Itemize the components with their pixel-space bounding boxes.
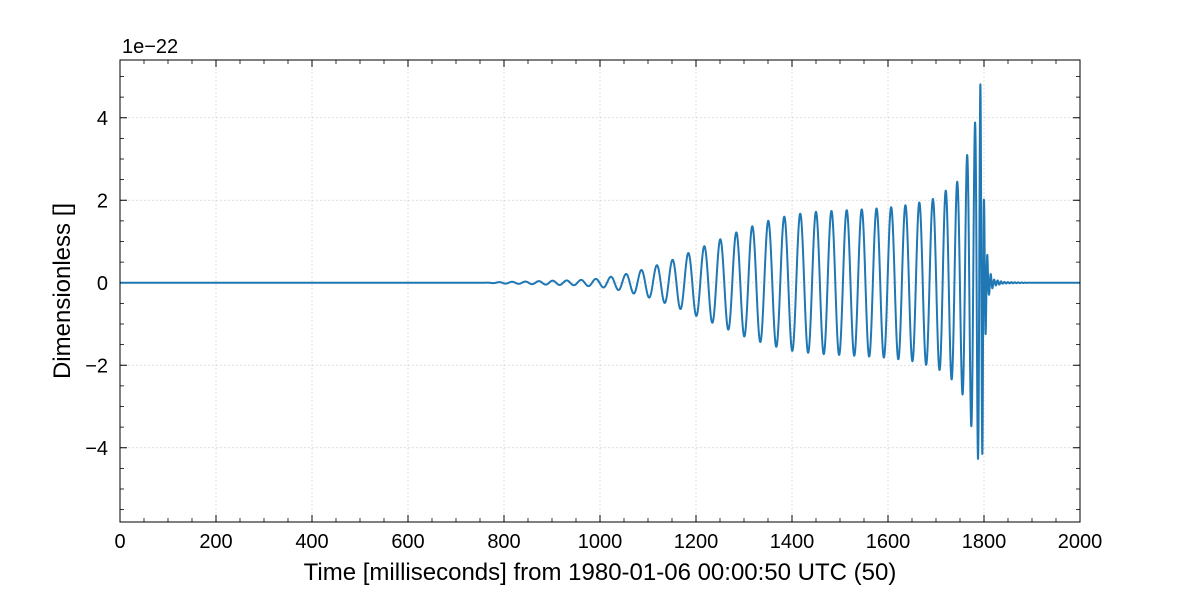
y-tick-label: 0 — [97, 273, 108, 295]
x-tick-label: 600 — [391, 531, 424, 553]
x-tick-label: 0 — [114, 531, 125, 553]
plot-frame — [119, 59, 1081, 523]
x-tick-labels: 0 200 400 600 800 1000 1200 1400 1600 1800 2000 — [114, 531, 1102, 553]
x-tick-label: 200 — [199, 531, 232, 553]
minor-ticks — [120, 60, 1080, 522]
y-tick-labels: −4 −2 0 2 4 — [85, 108, 108, 460]
x-tick-label: 1200 — [674, 531, 719, 553]
y-axis-label: Dimensionless [] — [49, 203, 76, 379]
x-tick-label: 400 — [295, 531, 328, 553]
y-offset-label: 1e−22 — [122, 36, 178, 58]
x-tick-label: 1800 — [962, 531, 1007, 553]
x-tick-label: 1600 — [866, 531, 911, 553]
y-tick-label: 2 — [97, 190, 108, 212]
x-axis-label: Time [milliseconds] from 1980-01-06 00:0… — [304, 559, 897, 586]
y-tick-label: −2 — [85, 355, 108, 377]
x-tick-label: 800 — [487, 531, 520, 553]
plot-area — [120, 83, 1080, 460]
x-tick-label: 1000 — [578, 531, 623, 553]
x-tick-label: 2000 — [1058, 531, 1103, 553]
y-tick-label: −4 — [85, 438, 108, 460]
x-tick-label: 1400 — [770, 531, 815, 553]
strain-waveform-line — [120, 83, 1080, 460]
y-tick-label: 4 — [97, 108, 108, 130]
